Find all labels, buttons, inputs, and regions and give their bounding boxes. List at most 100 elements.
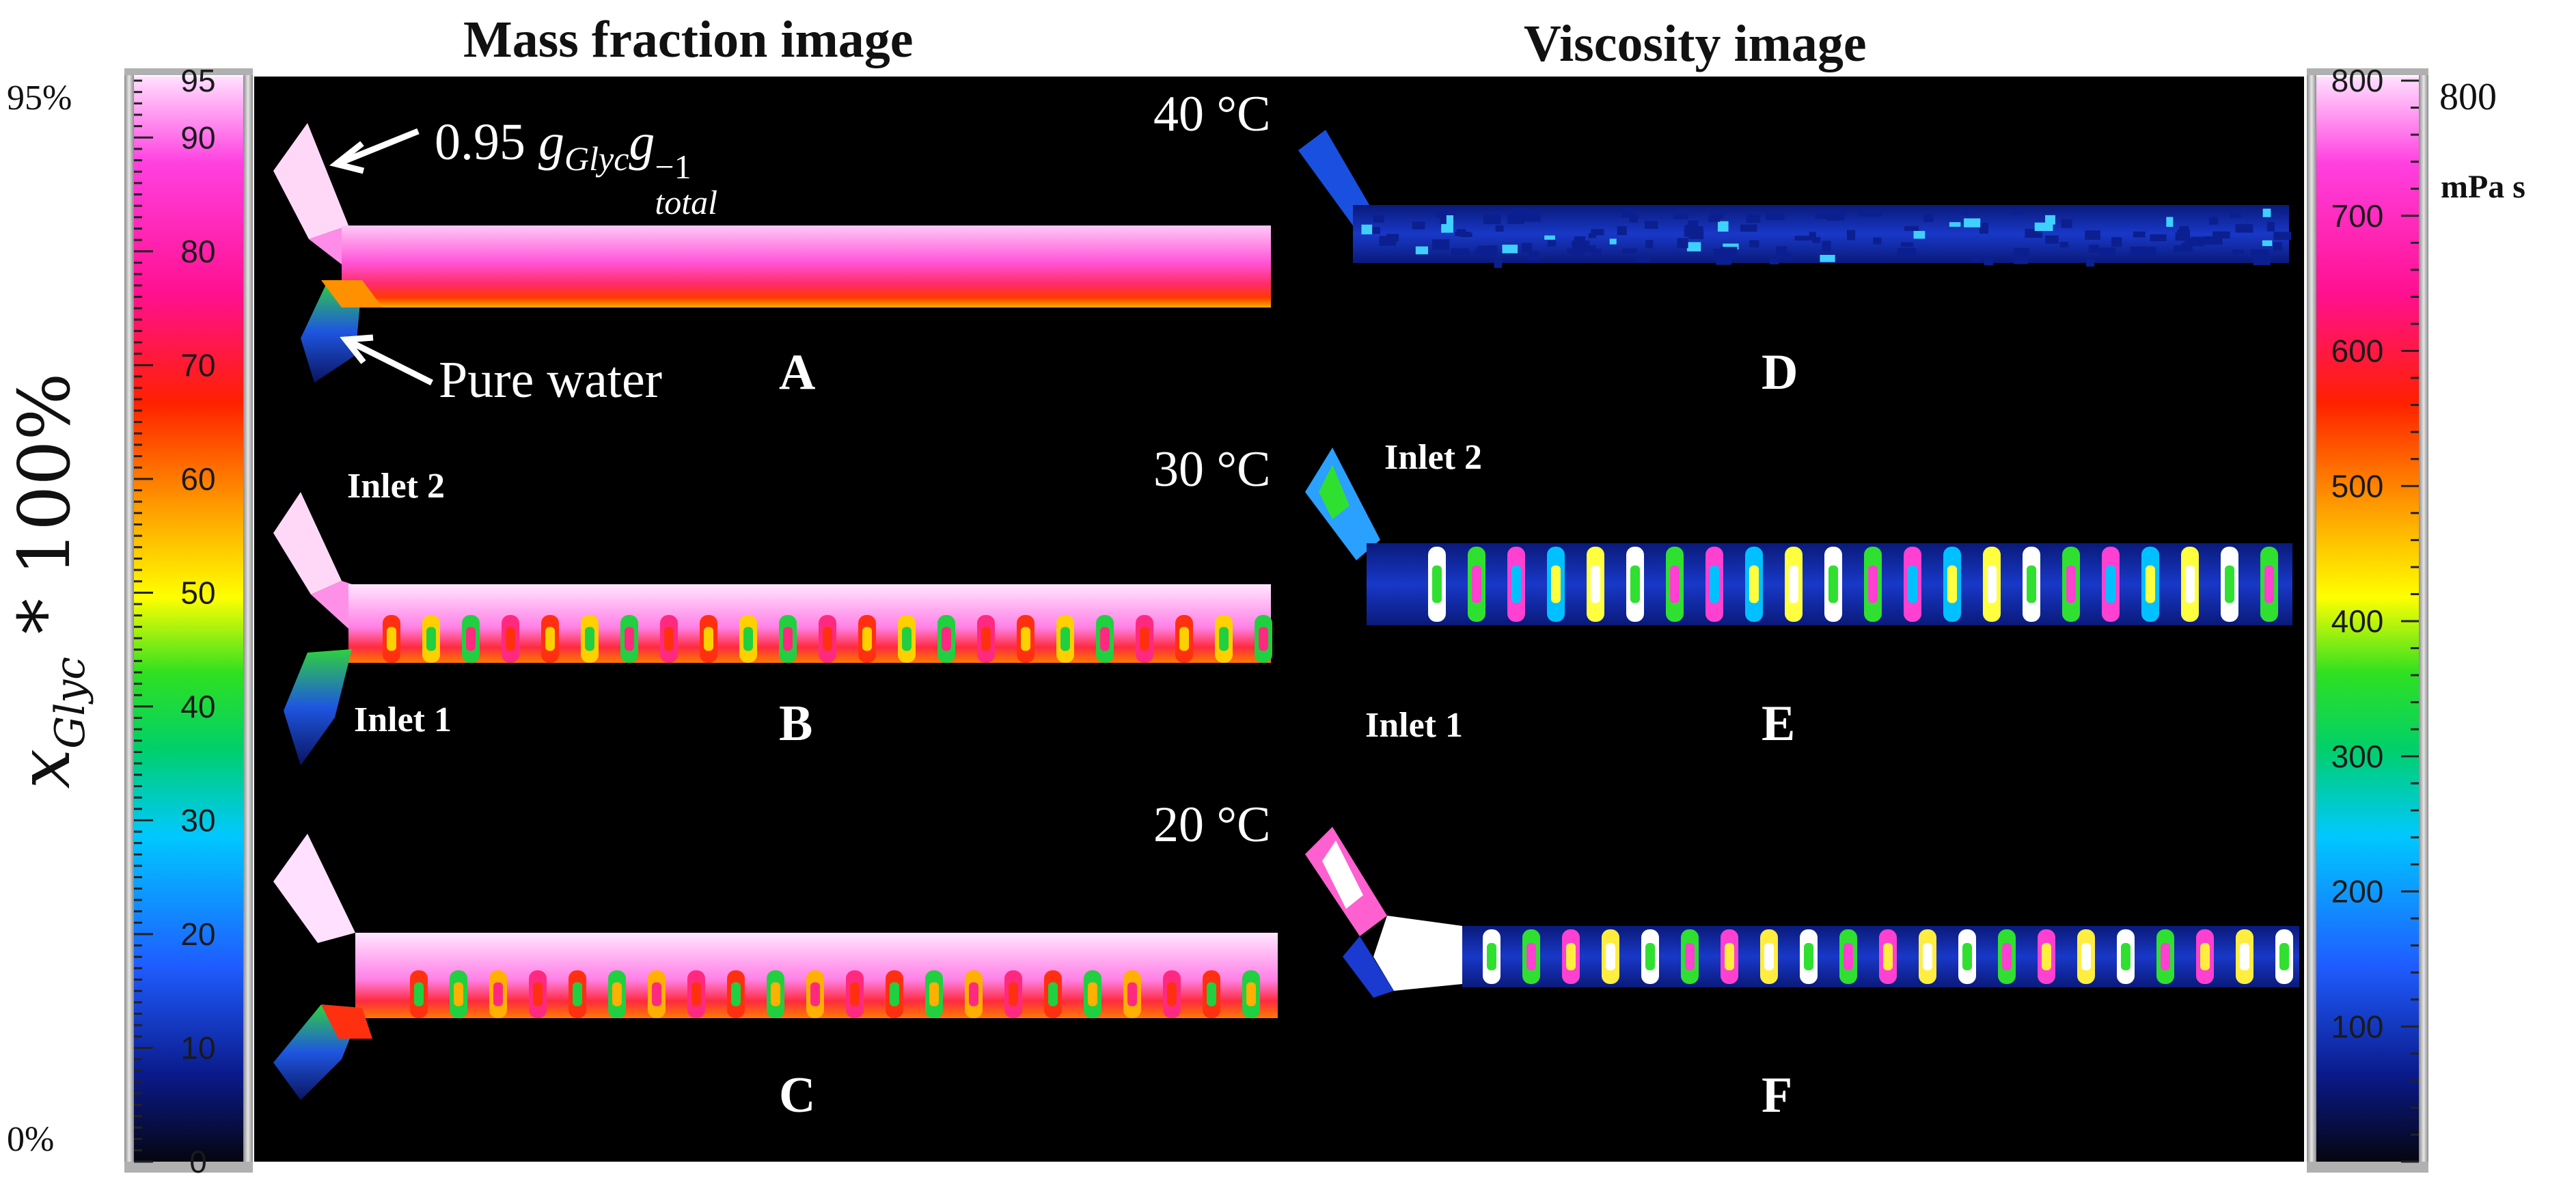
speckle	[1769, 257, 1779, 264]
speckle	[1688, 229, 1704, 240]
mixing-finger-core	[1060, 627, 1070, 651]
speckle	[1412, 221, 1425, 230]
speckle	[1724, 251, 1734, 258]
mixing-finger-core	[506, 627, 515, 651]
g-total-sub: total	[655, 183, 718, 221]
header-viscosity: Viscosity image	[1524, 15, 1867, 72]
speckle	[2099, 247, 2116, 257]
right-tick-label: 100	[2331, 1009, 2384, 1044]
header-mass-fraction: Mass fraction image	[463, 11, 914, 68]
left-scale-axis-title: xGlyc * 100%	[3, 373, 94, 789]
speckle	[2177, 230, 2190, 239]
speckle	[2014, 258, 2029, 264]
speckle	[1746, 214, 1761, 223]
axis-title-subscript: Glyc	[46, 657, 94, 749]
speckle	[1710, 213, 1724, 219]
speckle	[1923, 214, 1934, 222]
speckle	[1621, 248, 1637, 254]
mixing-finger-core	[1883, 943, 1893, 970]
mixing-finger-core	[1088, 982, 1097, 1007]
left-tick-label: 30	[180, 802, 215, 838]
mixing-finger-core	[1764, 943, 1774, 970]
mixing-finger-core	[2081, 943, 2091, 970]
mixing-finger-core	[783, 627, 793, 651]
mixing-finger-core	[691, 982, 701, 1007]
panel-d-image	[1298, 130, 2291, 269]
speckle	[1826, 212, 1845, 221]
panel-letter-d: D	[1762, 344, 1798, 400]
mixing-finger-core	[612, 982, 622, 1007]
speckle	[1386, 234, 1399, 242]
right-scale-top-label: 800	[2439, 76, 2497, 118]
panel-letter-e: E	[1762, 696, 1796, 752]
speckle	[2184, 237, 2193, 243]
speckle	[1431, 239, 1449, 250]
left-tick-label: 40	[180, 689, 215, 724]
speckle	[1858, 210, 1871, 217]
speckle	[1361, 224, 1373, 234]
mixing-finger-core	[810, 982, 820, 1007]
mixing-finger-core	[731, 982, 741, 1007]
mixing-finger-core	[1630, 565, 1640, 603]
speckle	[1673, 213, 1689, 219]
mixing-finger-core	[823, 627, 832, 651]
right-scale-unit: mPa s	[2441, 169, 2525, 205]
speckle	[2273, 232, 2291, 241]
speckle	[2181, 243, 2193, 252]
speckle	[1366, 226, 1380, 234]
g-total: g	[629, 113, 655, 171]
mixing-finger-core	[1259, 627, 1268, 651]
right-tick-label: 700	[2331, 198, 2384, 234]
speckle	[2142, 247, 2156, 258]
speckle	[1913, 230, 1926, 239]
right-tick-label: 500	[2331, 468, 2384, 504]
mixing-finger-core	[1606, 943, 1615, 970]
speckle	[1713, 249, 1723, 259]
left-tick-label: 10	[180, 1030, 215, 1065]
speckle	[1645, 221, 1658, 229]
left-tick-label: 20	[180, 916, 215, 952]
temperature-20: 20 °C	[1153, 797, 1271, 853]
mixing-finger-core	[1828, 565, 1838, 603]
mixing-finger-core	[1947, 565, 1957, 603]
mixing-finger-core	[2240, 943, 2249, 970]
speckle	[1544, 235, 1555, 240]
speckle	[1529, 251, 1539, 261]
mixing-finger-core	[1962, 943, 1972, 970]
speckle	[1451, 248, 1470, 256]
mixing-finger-core	[1551, 565, 1561, 603]
mixing-finger-core	[969, 982, 978, 1007]
speckle	[1609, 238, 1617, 245]
speckle	[2059, 241, 2068, 248]
panel-letter-c: C	[779, 1067, 816, 1123]
speckle	[2235, 223, 2253, 233]
arrow-water	[340, 334, 434, 386]
panel-letter-b: B	[779, 696, 813, 752]
mixing-finger-core	[1021, 627, 1030, 651]
speckle	[1822, 241, 1831, 251]
speckle	[2251, 249, 2269, 256]
mixing-finger-core	[2264, 565, 2274, 603]
speckle	[1721, 247, 1738, 255]
speckle	[2085, 230, 2100, 240]
speckle	[1446, 215, 1454, 225]
mixing-finger-core	[2279, 943, 2289, 970]
g-glyc: g	[538, 113, 564, 171]
right-tick-label: 200	[2331, 874, 2384, 910]
glycerol-inlet-annotation: 0.95 gGlycg −1 total	[435, 116, 717, 221]
left-tick-label: 50	[180, 575, 215, 610]
speckle	[1979, 223, 1989, 234]
right-colorbar-ticks: 800 700 600 500 400 300 200 100	[2331, 63, 2419, 1163]
mixing-finger-core	[466, 627, 476, 651]
mixing-finger-core	[1789, 565, 1798, 603]
mixing-finger-core	[981, 627, 991, 651]
mixing-finger-core	[2027, 565, 2036, 603]
speckle	[2166, 217, 2174, 227]
speckle	[1617, 226, 1627, 236]
speckle	[1455, 232, 1472, 236]
speckle	[1522, 210, 1541, 222]
left-tick-label: 90	[180, 120, 215, 155]
mixing-finger-core	[1100, 627, 1110, 651]
